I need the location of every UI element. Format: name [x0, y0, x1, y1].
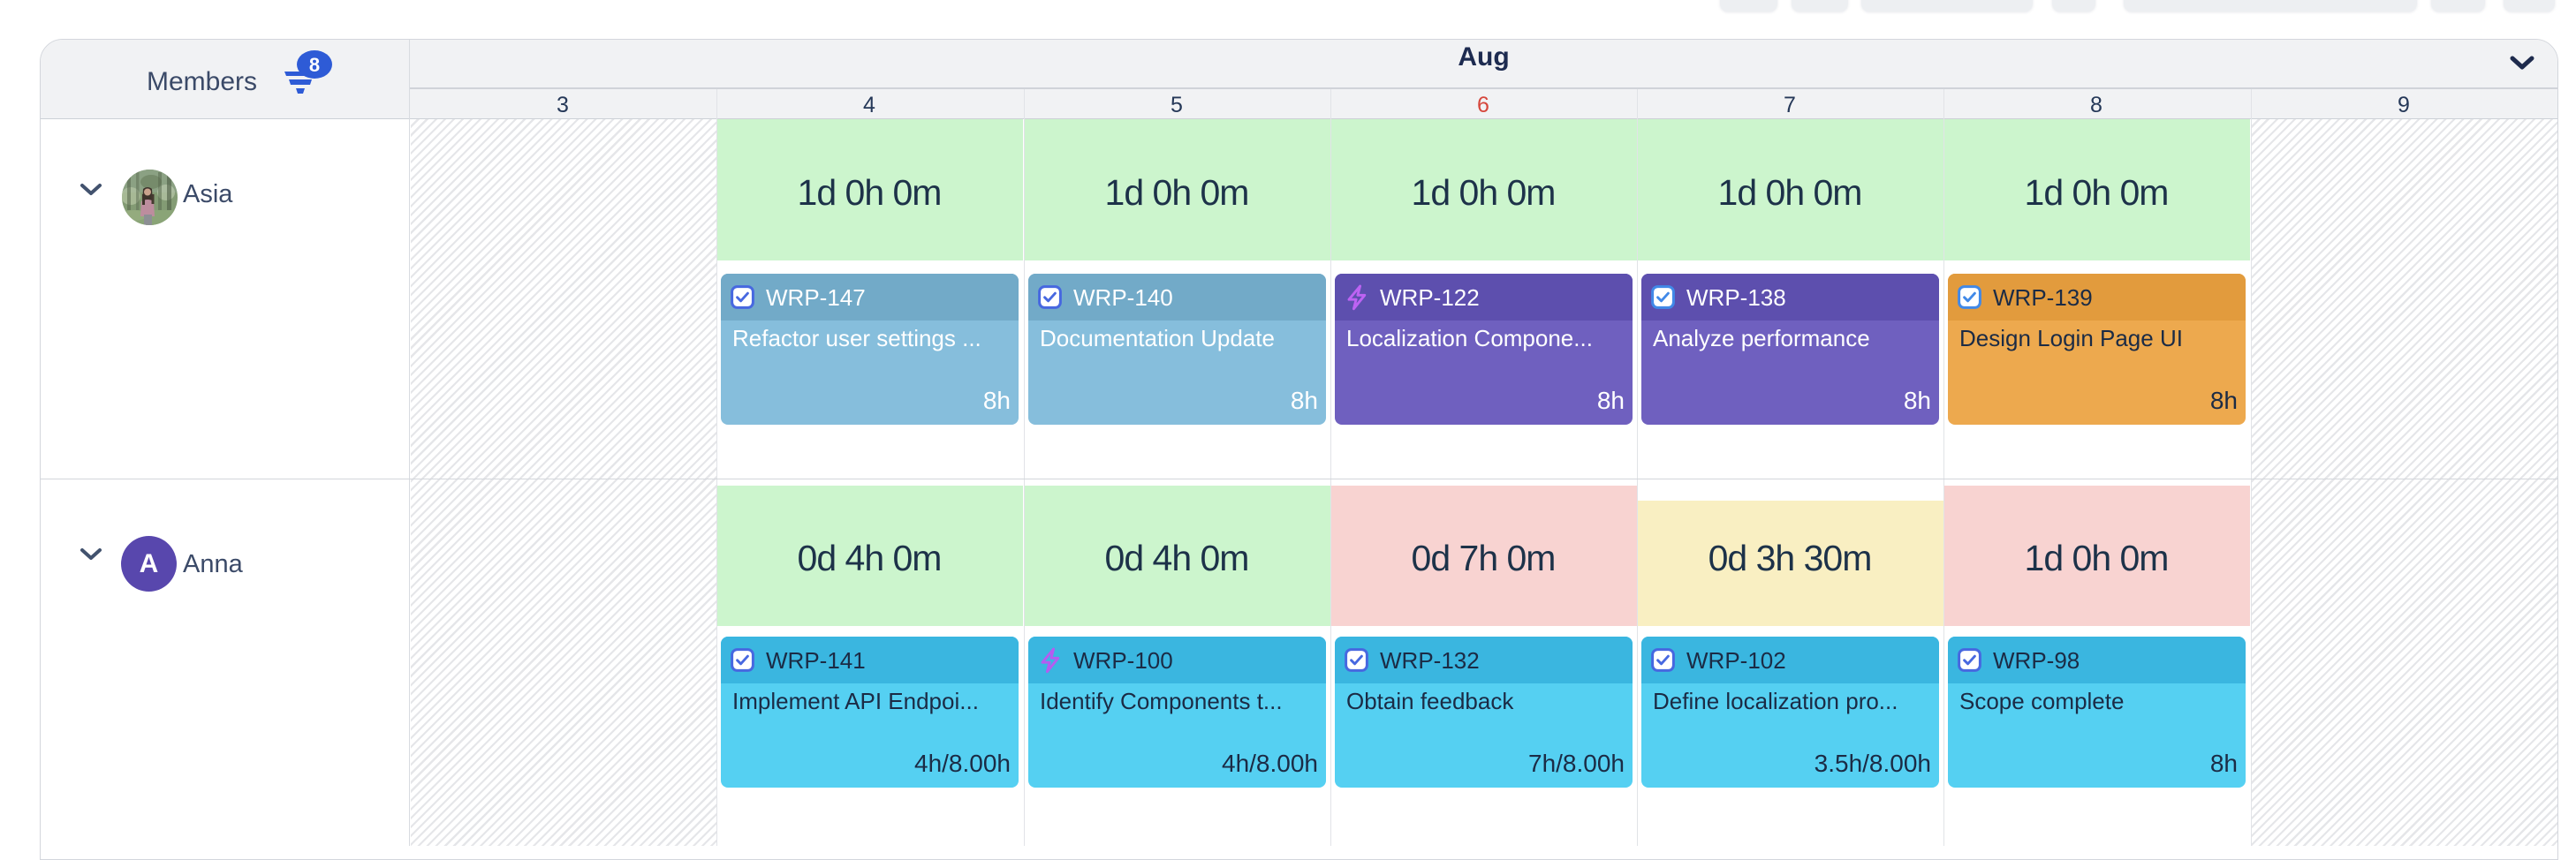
svg-text:8: 8 — [309, 54, 320, 76]
